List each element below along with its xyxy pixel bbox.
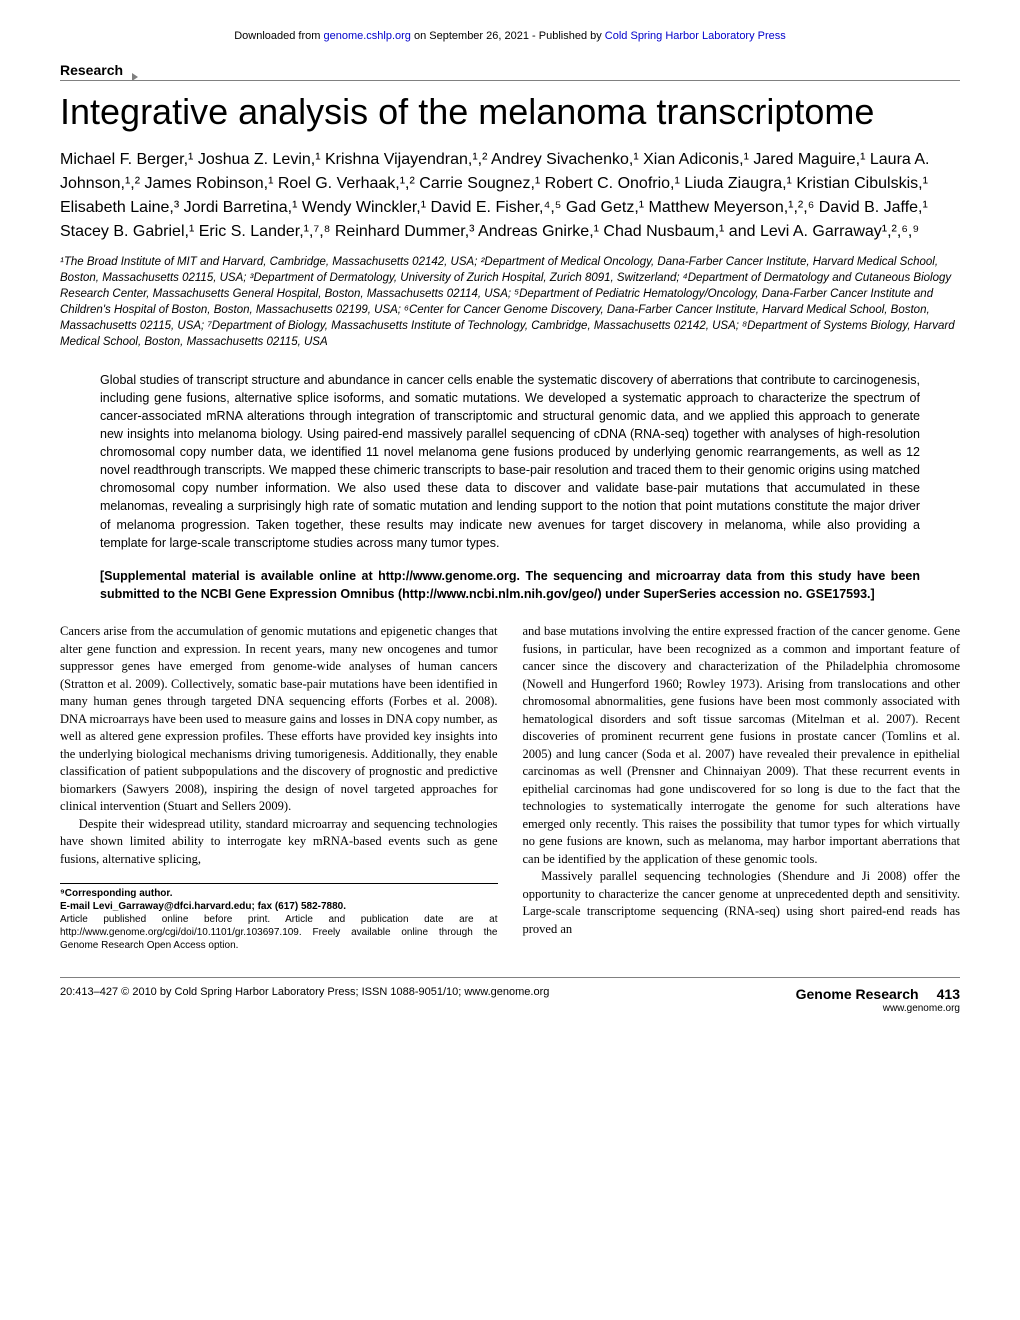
supplemental-note: [Supplemental material is available onli… xyxy=(100,567,920,603)
corresponding-label: ⁹Corresponding author. xyxy=(60,887,498,900)
body-column-left: Cancers arise from the accumulation of g… xyxy=(60,623,498,952)
body-column-right: and base mutations involving the entire … xyxy=(523,623,961,952)
page-container: Downloaded from genome.cshlp.org on Sept… xyxy=(0,0,1020,1054)
abstract-text: Global studies of transcript structure a… xyxy=(100,371,920,552)
body-paragraph: and base mutations involving the entire … xyxy=(523,623,961,868)
body-paragraph: Massively parallel sequencing technologi… xyxy=(523,868,961,938)
body-paragraph: Cancers arise from the accumulation of g… xyxy=(60,623,498,816)
footer-page-number: 413 xyxy=(937,986,960,1002)
body-columns: Cancers arise from the accumulation of g… xyxy=(60,623,960,952)
download-notice: Downloaded from genome.cshlp.org on Sept… xyxy=(60,30,960,42)
corresponding-author-block: ⁹Corresponding author. E-mail Levi_Garra… xyxy=(60,883,498,952)
footer-left: 20:413–427 © 2010 by Cold Spring Harbor … xyxy=(60,986,549,1014)
download-link-1[interactable]: genome.cshlp.org xyxy=(323,30,410,42)
download-prefix: Downloaded from xyxy=(234,30,323,42)
footer-journal: Genome Research xyxy=(796,986,919,1002)
corresponding-note: Article published online before print. A… xyxy=(60,913,498,952)
section-label: Research xyxy=(60,62,960,81)
page-footer: 20:413–427 © 2010 by Cold Spring Harbor … xyxy=(60,977,960,1014)
article-title: Integrative analysis of the melanoma tra… xyxy=(60,91,960,133)
authors-list: Michael F. Berger,¹ Joshua Z. Levin,¹ Kr… xyxy=(60,148,960,244)
download-link-2[interactable]: Cold Spring Harbor Laboratory Press xyxy=(605,30,786,42)
affiliations: ¹The Broad Institute of MIT and Harvard,… xyxy=(60,254,960,351)
body-paragraph: Despite their widespread utility, standa… xyxy=(60,816,498,869)
footer-right: Genome Research 413 www.genome.org xyxy=(796,986,960,1014)
footer-url: www.genome.org xyxy=(883,1003,960,1014)
corresponding-email: E-mail Levi_Garraway@dfci.harvard.edu; f… xyxy=(60,900,498,913)
download-mid: on September 26, 2021 - Published by xyxy=(411,30,605,42)
